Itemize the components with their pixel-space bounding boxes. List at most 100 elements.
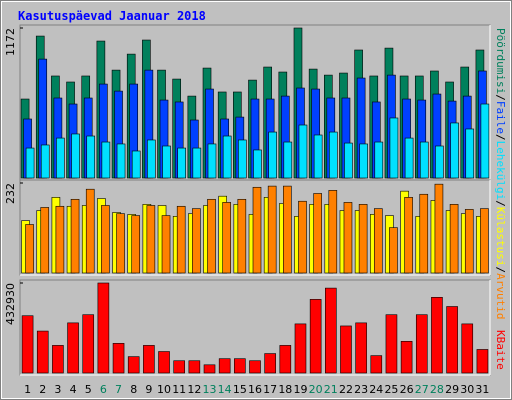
y-tick-label: 232 [4, 183, 17, 204]
bar [222, 135, 232, 179]
bar [101, 205, 110, 274]
bar [70, 198, 80, 274]
x-tick-label: 26 [400, 383, 414, 396]
bar [355, 322, 367, 374]
x-tick-label: 22 [339, 383, 353, 396]
bar [279, 345, 292, 374]
bar [465, 128, 475, 179]
bar [67, 322, 79, 374]
bar [207, 198, 216, 274]
bar [480, 103, 490, 179]
bar [36, 330, 49, 374]
legend-entry: Pöördumisi [494, 28, 507, 94]
bar [127, 356, 140, 374]
bar [112, 343, 125, 374]
x-tick-label: 27 [415, 383, 429, 396]
bar [238, 139, 247, 179]
bar [25, 147, 35, 179]
bar [283, 185, 292, 274]
bar [176, 205, 186, 274]
bar [116, 143, 126, 179]
legend-separator: / [494, 94, 507, 101]
x-tick-label: 8 [130, 383, 137, 396]
x-tick-label: 5 [85, 383, 92, 396]
x-tick-label: 31 [475, 383, 489, 396]
bar [329, 131, 338, 179]
bar [415, 314, 428, 374]
bar [55, 205, 65, 274]
bar [253, 149, 262, 179]
bar [298, 200, 307, 274]
bar [359, 143, 368, 179]
bar [147, 139, 156, 179]
legend-separator: / [494, 266, 507, 273]
bar [435, 145, 444, 179]
x-tick-label: 19 [293, 383, 307, 396]
x-tick-label: 25 [384, 383, 398, 396]
bar [143, 345, 155, 374]
bar [162, 145, 171, 179]
x-tick-label: 7 [115, 383, 122, 396]
bar [71, 133, 80, 179]
x-tick-label: 2 [39, 383, 46, 396]
bar [419, 193, 429, 274]
bar [25, 224, 34, 274]
bar [450, 122, 459, 179]
legend-entry: Faile [494, 101, 507, 134]
x-tick-label: 9 [145, 383, 152, 396]
bar [188, 360, 201, 374]
bar [480, 208, 489, 274]
bar [449, 204, 459, 274]
bar [146, 205, 156, 274]
y-tick-label: 1172 [4, 28, 17, 56]
bar [431, 297, 443, 374]
bar [234, 358, 246, 374]
x-tick-label: 12 [187, 383, 201, 396]
bar [222, 202, 231, 274]
bar [404, 137, 414, 179]
bar [309, 299, 322, 374]
x-tick-label: 24 [369, 383, 383, 396]
legend-entry: KBaite [494, 330, 507, 370]
legend-entry: Arvutid [494, 273, 507, 319]
legend-separator: / [494, 134, 507, 141]
bar [131, 150, 141, 179]
bar [340, 325, 352, 374]
x-tick-label: 30 [460, 383, 474, 396]
bar [313, 134, 323, 179]
x-tick-label: 10 [157, 383, 171, 396]
bar [161, 215, 171, 274]
bar [464, 209, 474, 274]
x-tick-label: 6 [100, 383, 107, 396]
bar [370, 355, 383, 374]
bar [82, 314, 95, 374]
bar [192, 208, 201, 274]
bar [86, 135, 96, 179]
x-tick-label: 29 [445, 383, 459, 396]
bar [249, 360, 261, 374]
legend-entry: Lehekülgi [494, 141, 507, 201]
x-tick-label: 18 [278, 383, 292, 396]
legend: KBaite [494, 330, 507, 370]
bar [374, 141, 384, 179]
legend-separator: / [494, 200, 507, 207]
x-tick-label: 17 [263, 383, 277, 396]
chart-title: Kasutuspäevad Jaanuar 2018 [18, 9, 206, 23]
bar [389, 117, 399, 179]
bar [461, 323, 474, 374]
bar [116, 213, 125, 274]
bar [56, 137, 65, 179]
bar [21, 315, 34, 374]
x-tick-label: 1 [24, 383, 31, 396]
bar [203, 364, 216, 374]
x-tick-label: 13 [203, 383, 217, 396]
bar [313, 193, 322, 274]
x-tick-label: 28 [430, 383, 444, 396]
bar [267, 185, 277, 274]
bar [298, 124, 308, 179]
bar [101, 141, 111, 179]
bar [419, 141, 429, 179]
bar [237, 198, 247, 274]
